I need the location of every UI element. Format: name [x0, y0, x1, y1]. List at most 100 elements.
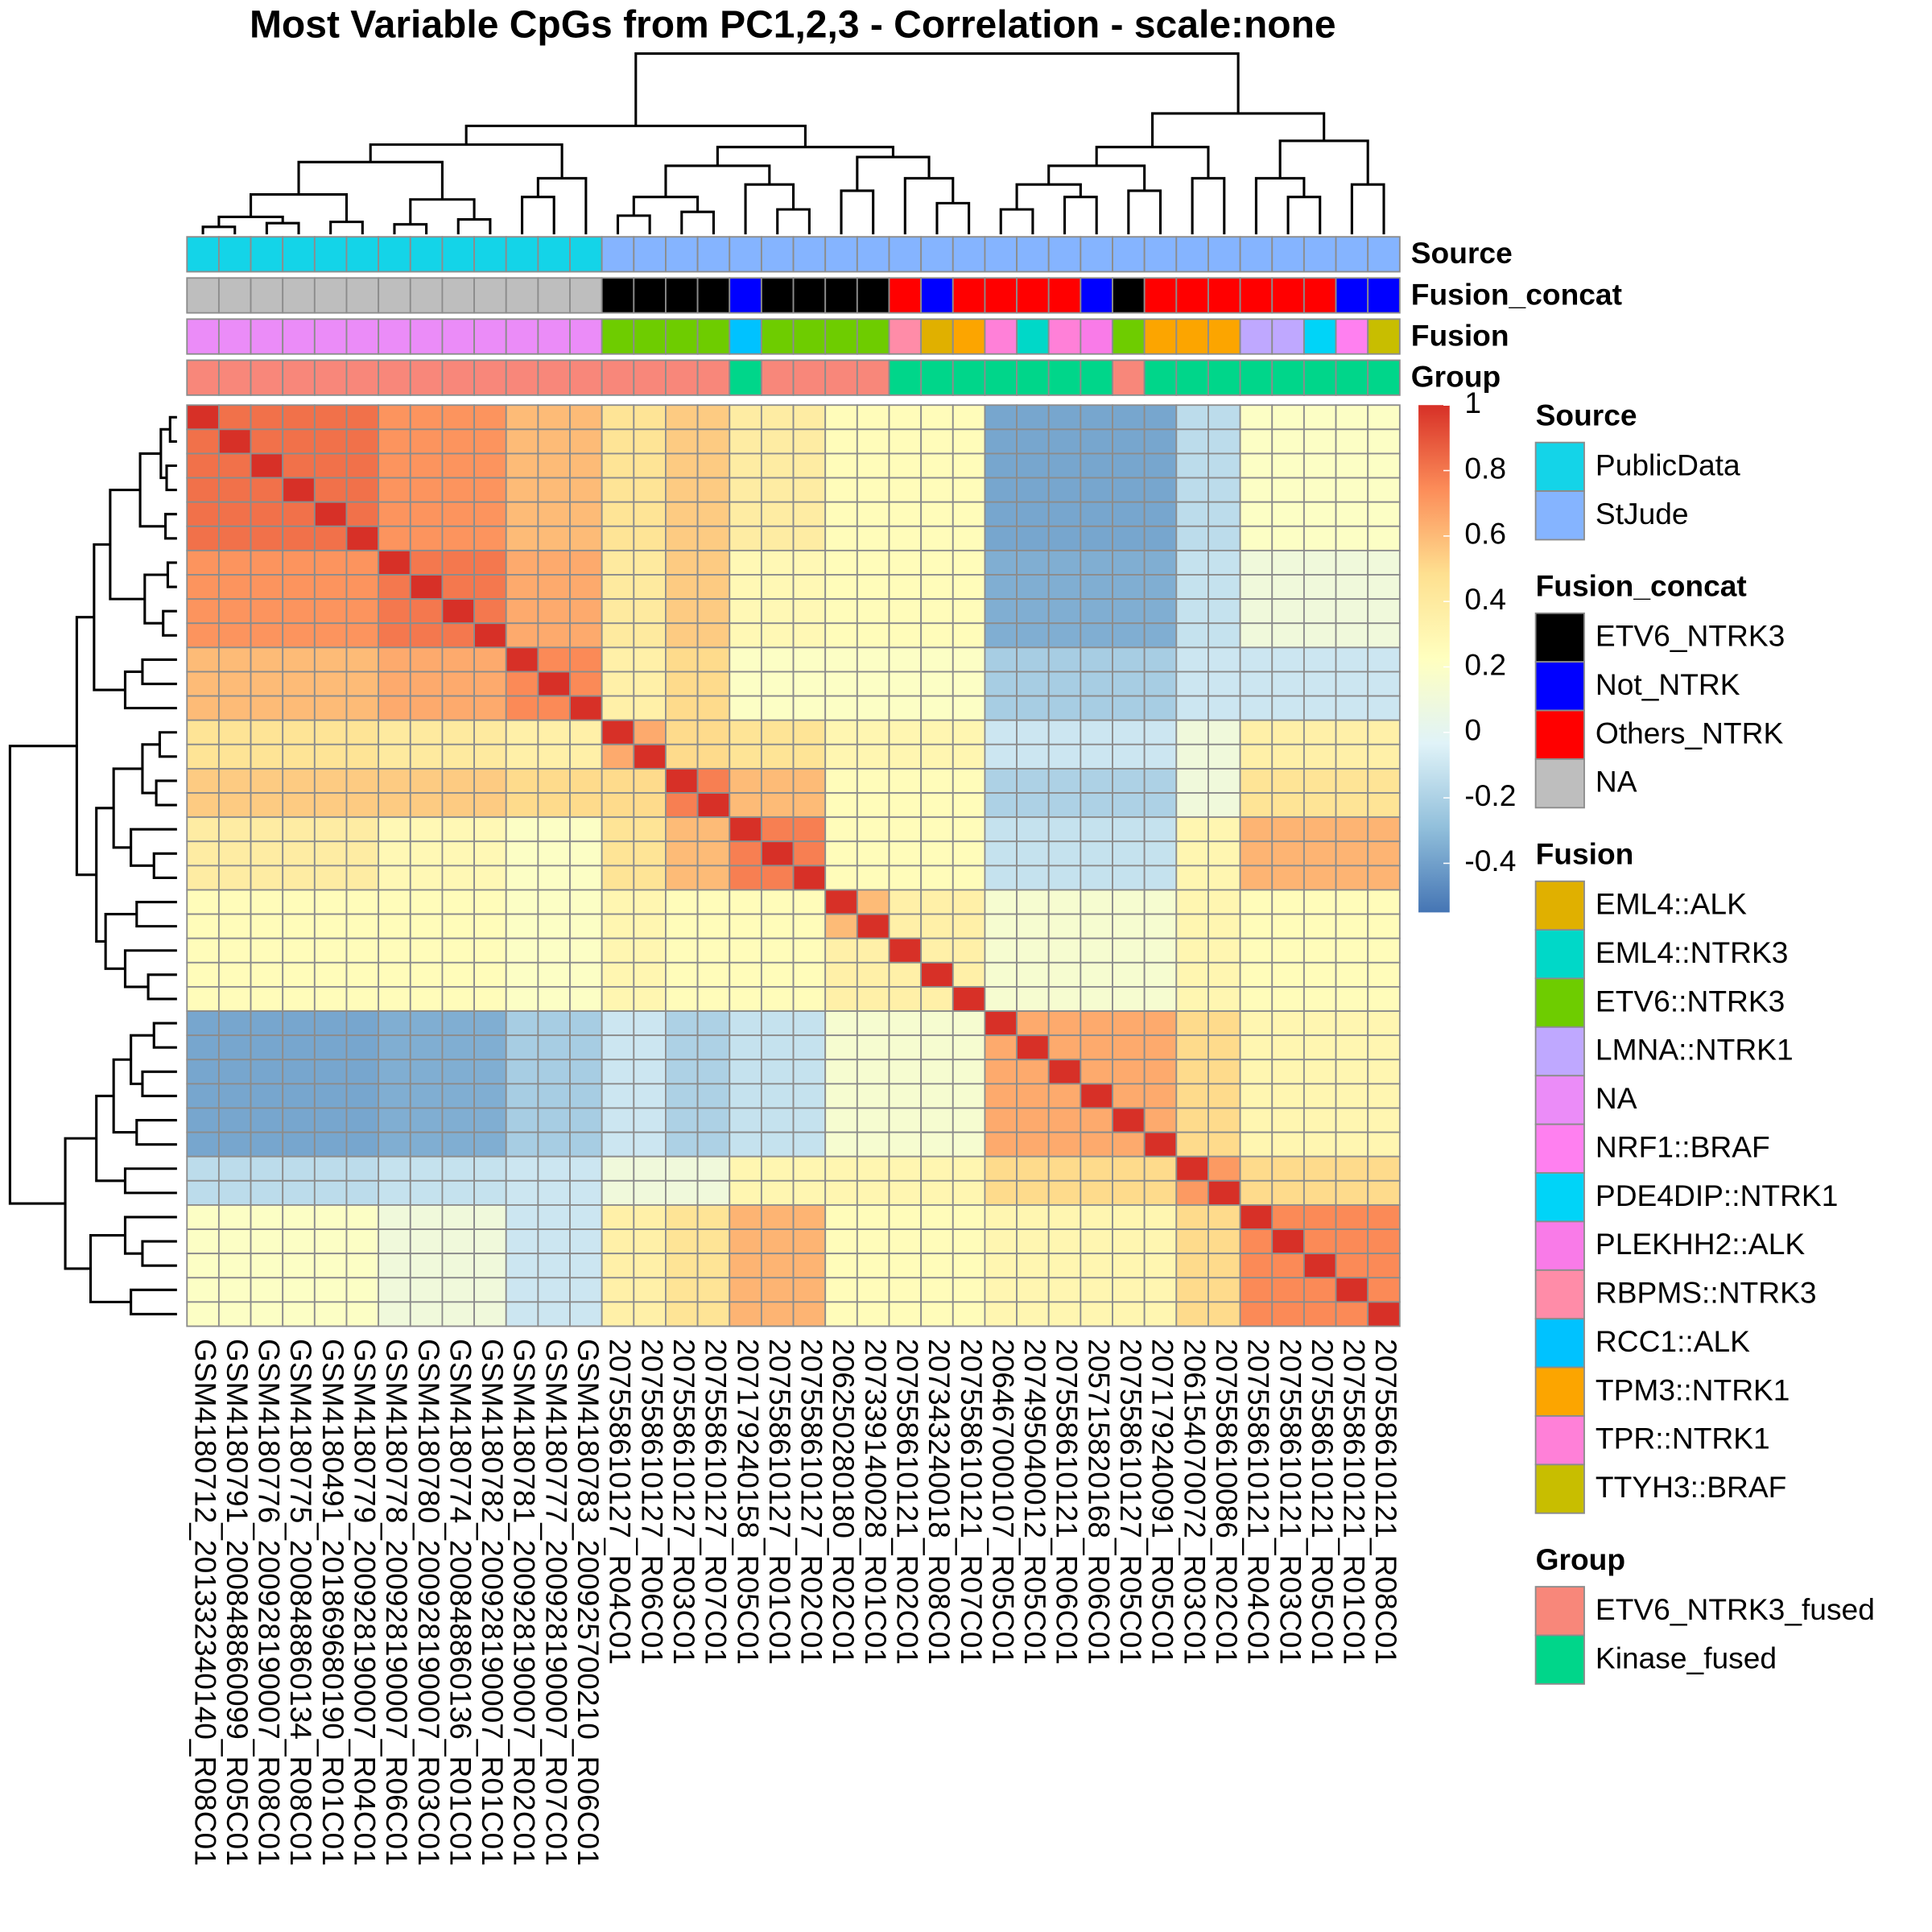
heatmap-cell — [1367, 1179, 1401, 1206]
legend-label: RBPMS::NTRK3 — [1596, 1276, 1817, 1310]
heatmap-cell — [696, 985, 731, 1012]
heatmap-cell — [760, 1059, 795, 1085]
heatmap-cell — [665, 1034, 699, 1061]
heatmap-cell — [696, 743, 731, 770]
heatmap-cell — [217, 1277, 252, 1303]
annotation-cell — [665, 277, 699, 314]
heatmap-cell — [792, 865, 827, 891]
heatmap-cell — [313, 1253, 348, 1279]
heatmap-cell — [537, 1010, 571, 1037]
heatmap-cell — [186, 549, 220, 576]
heatmap-cell — [952, 695, 986, 721]
heatmap-cell — [856, 622, 890, 649]
heatmap-cell — [984, 816, 1018, 843]
heatmap-cell — [696, 646, 731, 673]
heatmap-cell — [1080, 767, 1113, 794]
heatmap-cell — [537, 1228, 571, 1255]
heatmap-cell — [1175, 525, 1209, 551]
heatmap-cell — [633, 1010, 667, 1037]
heatmap-cell — [696, 816, 731, 843]
heatmap-cell — [569, 1083, 603, 1109]
heatmap-cell — [1302, 937, 1337, 964]
heatmap-cell — [760, 1277, 795, 1303]
heatmap-cell — [1208, 622, 1241, 649]
heatmap-cell — [696, 1179, 731, 1206]
column-label: 206154070072_R03C01 — [1178, 1339, 1212, 1665]
heatmap-cell — [1302, 574, 1337, 601]
heatmap-cell — [792, 889, 827, 915]
heatmap-cell — [856, 549, 890, 576]
heatmap-cell — [345, 477, 380, 503]
heatmap-cell — [378, 452, 411, 479]
heatmap-cell — [217, 574, 252, 601]
heatmap-cell — [760, 767, 795, 794]
dendrogram-branch — [123, 949, 177, 989]
heatmap-cell — [1112, 1253, 1146, 1279]
heatmap-cell — [1335, 1228, 1369, 1255]
legend-swatch — [1534, 709, 1585, 760]
heatmap-cell — [282, 525, 316, 551]
annotation-cell — [729, 236, 762, 273]
heatmap-cell — [505, 404, 539, 431]
heatmap-cell — [1112, 961, 1146, 988]
heatmap-cell — [633, 671, 667, 697]
heatmap-cell — [633, 840, 667, 867]
heatmap-cell — [1239, 1179, 1274, 1206]
heatmap-cell — [313, 1034, 348, 1061]
heatmap-cell — [1208, 671, 1241, 697]
heatmap-cell — [729, 1253, 762, 1279]
heatmap-cell — [345, 1059, 380, 1085]
heatmap-cell — [1112, 1083, 1146, 1109]
heatmap-cell — [505, 598, 539, 625]
heatmap-cell — [1302, 671, 1337, 697]
annotation-cell — [1143, 236, 1178, 273]
heatmap-cell — [345, 743, 380, 770]
heatmap-cell — [217, 840, 252, 867]
heatmap-cell — [1302, 1131, 1337, 1158]
heatmap-cell — [824, 549, 858, 576]
heatmap-cell — [1302, 452, 1337, 479]
heatmap-cell — [1302, 816, 1337, 843]
heatmap-cell — [282, 937, 316, 964]
heatmap-cell — [505, 1083, 539, 1109]
heatmap-cell — [696, 719, 731, 745]
heatmap-cell — [856, 985, 890, 1012]
annotation-cell — [696, 277, 731, 314]
legend-label: ETV6_NTRK3_fused — [1596, 1592, 1875, 1626]
heatmap-cell — [1112, 840, 1146, 867]
heatmap-cell — [473, 1179, 507, 1206]
heatmap-cell — [250, 598, 284, 625]
heatmap-cell — [1080, 671, 1113, 697]
annotation-cell — [1271, 236, 1305, 273]
heatmap-cell — [633, 913, 667, 939]
heatmap-cell — [1112, 1301, 1146, 1327]
heatmap-cell — [217, 1253, 252, 1279]
heatmap-cell — [856, 477, 890, 503]
heatmap-cell — [920, 816, 954, 843]
heatmap-cell — [345, 404, 380, 431]
heatmap-cell — [1143, 985, 1178, 1012]
heatmap-cell — [282, 1010, 316, 1037]
heatmap-cell — [824, 477, 858, 503]
heatmap-cell — [1143, 937, 1178, 964]
heatmap-cell — [952, 1034, 986, 1061]
heatmap-cell — [1175, 1203, 1209, 1230]
heatmap-cell — [505, 622, 539, 649]
heatmap-cell — [1271, 452, 1305, 479]
heatmap-cell — [760, 501, 795, 527]
heatmap-cell — [505, 1179, 539, 1206]
heatmap-cell — [920, 452, 954, 479]
heatmap-cell — [473, 525, 507, 551]
heatmap-cell — [1175, 1253, 1209, 1279]
heatmap-cell — [1016, 646, 1050, 673]
heatmap-cell — [601, 671, 635, 697]
heatmap-cell — [378, 719, 411, 745]
heatmap-cell — [1143, 1107, 1178, 1133]
heatmap-cell — [888, 1228, 923, 1255]
heatmap-cell — [888, 913, 923, 939]
heatmap-cell — [250, 1277, 284, 1303]
colorbar-tick-label: 0 — [1464, 713, 1481, 747]
heatmap-cell — [696, 1228, 731, 1255]
heatmap-cell — [1239, 767, 1274, 794]
heatmap-cell — [1302, 1253, 1337, 1279]
